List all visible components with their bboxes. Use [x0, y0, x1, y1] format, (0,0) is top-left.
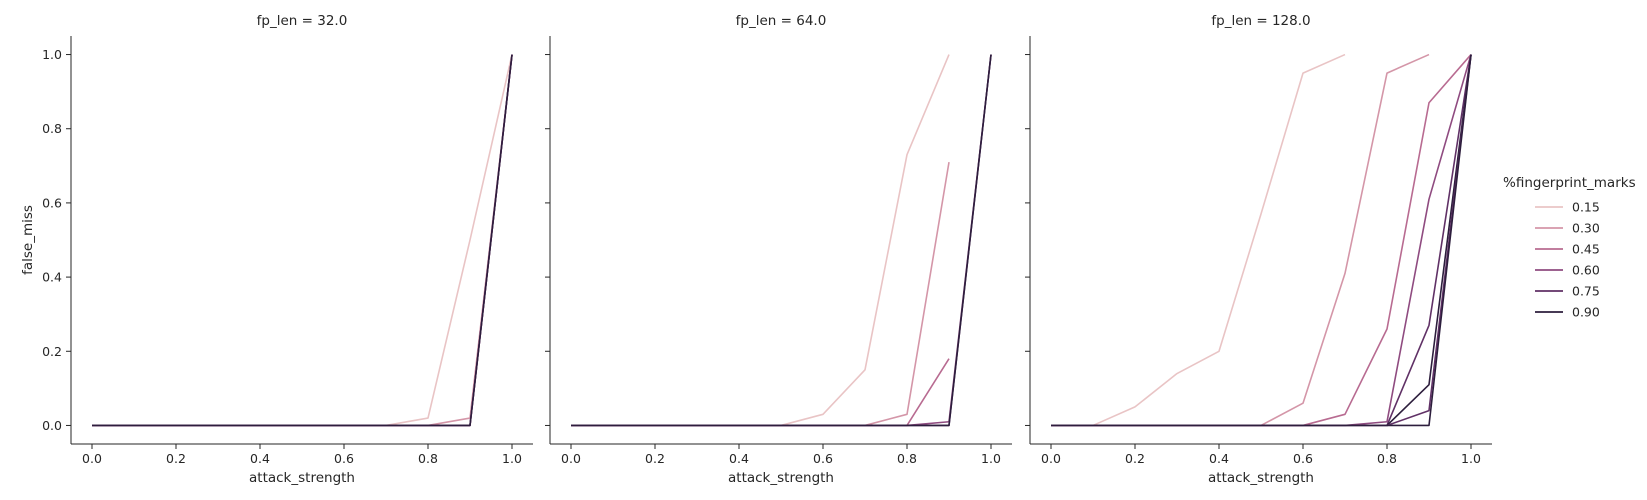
x-tick-label: 0.8 [897, 451, 917, 466]
x-tick-label: 1.0 [1461, 451, 1481, 466]
series-line-0.45 [1051, 54, 1472, 427]
legend-title: %fingerprint_marks [1503, 175, 1636, 191]
series-line-0.60 [92, 54, 513, 427]
x-tick-label: 0.2 [1125, 451, 1145, 466]
y-tick-label: 1.0 [42, 47, 62, 62]
legend-entry-label: 0.60 [1572, 263, 1600, 278]
series-line-0.90 [571, 54, 992, 427]
x-tick-label: 0.4 [1209, 451, 1229, 466]
series-line-0.75 [1386, 54, 1472, 427]
y-tick-label: 0.0 [42, 418, 62, 433]
panel-1: fp_len = 32.0 0.0 0.2 0.4 0.6 0.8 1.0 0.0 0.2 0.4… [20, 13, 533, 486]
x-axis-label: attack_strength [728, 470, 834, 486]
series-line-0.15 [571, 54, 950, 427]
series-line-0.90 [92, 54, 513, 427]
series-line-0.45 [571, 358, 950, 427]
series-line-0.75 [571, 54, 992, 427]
panel-title: fp_len = 128.0 [1211, 13, 1310, 29]
x-tick-label: 0.8 [418, 451, 438, 466]
series-line-0.75 [1051, 54, 1472, 427]
y-axis-label: false_miss [20, 205, 36, 275]
y-tick-label: 0.8 [42, 121, 62, 136]
series-line-0.60 [571, 54, 992, 427]
x-tick-label: 0.6 [334, 451, 354, 466]
series-line-0.30 [92, 54, 513, 427]
x-tick-label: 0.4 [250, 451, 270, 466]
legend-entry-label: 0.75 [1572, 284, 1600, 299]
series-line-0.75 [92, 54, 513, 427]
series-line-0.45 [92, 54, 513, 427]
panel-3: fp_len = 128.0 0.0 0.2 0.4 0.6 0.8 1.0 attack_s… [1025, 13, 1492, 486]
legend: %fingerprint_marks 0.15 0.30 0.45 0.60 0.75 0.… [1503, 175, 1636, 320]
legend-entry-label: 0.90 [1572, 305, 1600, 320]
legend-entry-label: 0.45 [1572, 242, 1600, 257]
panel-2: fp_len = 64.0 0.0 0.2 0.4 0.6 0.8 1.0 attack_st… [545, 13, 1012, 486]
x-axis-label: attack_strength [249, 470, 355, 486]
y-tick-label: 0.2 [42, 344, 62, 359]
x-tick-label: 0.0 [1041, 451, 1061, 466]
series-line-0.90 [1387, 54, 1472, 427]
x-tick-label: 1.0 [502, 451, 522, 466]
legend-entry-label: 0.15 [1572, 200, 1600, 215]
y-tick-label: 0.6 [42, 195, 62, 210]
x-tick-label: 0.6 [1293, 451, 1313, 466]
chart-panels: fp_len = 32.0 0.0 0.2 0.4 0.6 0.8 1.0 0.0 0.2 0.4… [20, 13, 1492, 486]
x-tick-label: 1.0 [981, 451, 1001, 466]
series-line-0.15 [1051, 53, 1346, 427]
series-line-0.60 [1051, 54, 1472, 427]
panel-title: fp_len = 64.0 [736, 13, 827, 29]
panel-title: fp_len = 32.0 [257, 13, 348, 29]
x-tick-label: 0.6 [813, 451, 833, 466]
series-line-0.15 [92, 54, 513, 427]
x-axis-label: attack_strength [1208, 470, 1314, 486]
x-tick-label: 0.0 [561, 451, 581, 466]
x-tick-label: 0.4 [729, 451, 749, 466]
x-tick-label: 0.0 [82, 451, 102, 466]
x-tick-label: 0.8 [1377, 451, 1397, 466]
y-tick-label: 0.4 [42, 270, 62, 285]
x-tick-label: 0.2 [645, 451, 665, 466]
series-line-0.90 [1051, 54, 1472, 427]
legend-entry-label: 0.30 [1572, 221, 1600, 236]
series-line-0.30 [1051, 53, 1430, 427]
series-line-0.30 [571, 161, 950, 427]
x-tick-label: 0.2 [166, 451, 186, 466]
